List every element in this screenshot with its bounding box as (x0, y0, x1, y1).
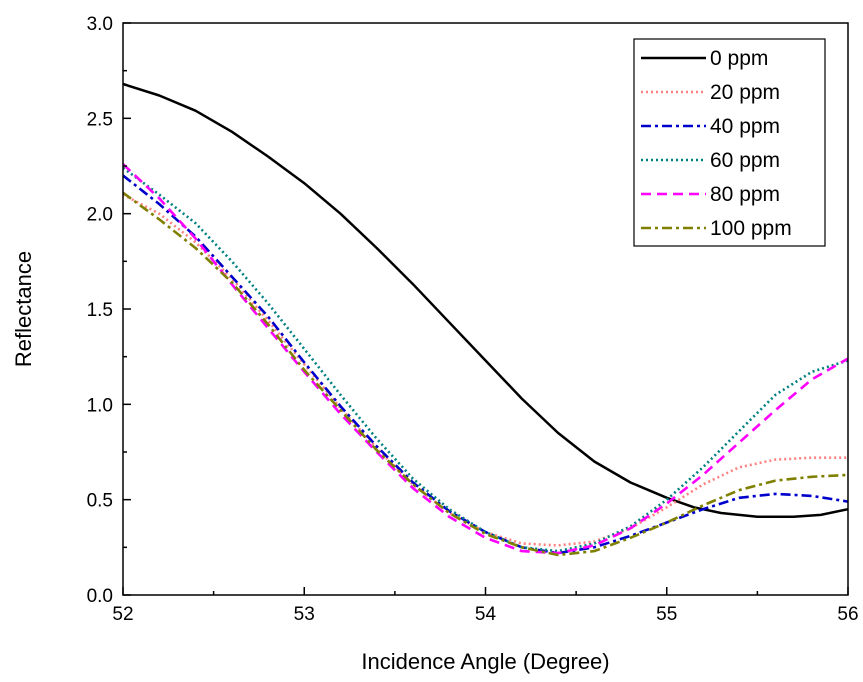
axis-ticks (122, 22, 849, 596)
x-tick-label: 52 (112, 604, 133, 625)
x-tick-label: 55 (656, 604, 677, 625)
x-tick-label: 54 (475, 604, 497, 625)
legend-label-3: 60 ppm (710, 149, 780, 172)
y-tick-label: 1.5 (87, 300, 113, 321)
legend-label-1: 20 ppm (710, 81, 780, 104)
series-line-1 (122, 193, 848, 547)
series-line-4 (122, 163, 849, 555)
legend-label-5: 100 ppm (710, 217, 792, 240)
legend-label-4: 80 ppm (710, 183, 780, 206)
y-tick-label: 1.0 (87, 395, 113, 416)
y-tick-label: 3.0 (87, 14, 113, 35)
y-axis-title: Reflectance (11, 251, 36, 367)
y-tick-label: 0.0 (87, 586, 113, 607)
legend-label-2: 40 ppm (710, 115, 780, 138)
series-line-2 (122, 174, 849, 555)
series-line-5 (122, 191, 849, 557)
legend-box (633, 38, 826, 247)
x-tick-label: 53 (294, 604, 315, 625)
x-tick-label: 56 (837, 604, 858, 625)
legend-label-0: 0 ppm (710, 47, 768, 70)
plot-lines (122, 82, 849, 557)
series-line-0 (122, 82, 849, 519)
x-tick-labels: 52 53 54 55 56 (112, 604, 858, 625)
y-tick-label: 2.5 (87, 109, 113, 130)
y-tick-label: 2.0 (87, 205, 113, 226)
y-tick-labels: 0.0 0.5 1.0 1.5 2.0 2.5 3.0 (87, 14, 113, 607)
y-tick-label: 0.5 (87, 491, 113, 512)
x-axis-title: Incidence Angle (Degree) (361, 649, 609, 674)
legend: 0 ppm 20 ppm 40 ppm 60 ppm 80 ppm 100 ppm (633, 38, 826, 247)
